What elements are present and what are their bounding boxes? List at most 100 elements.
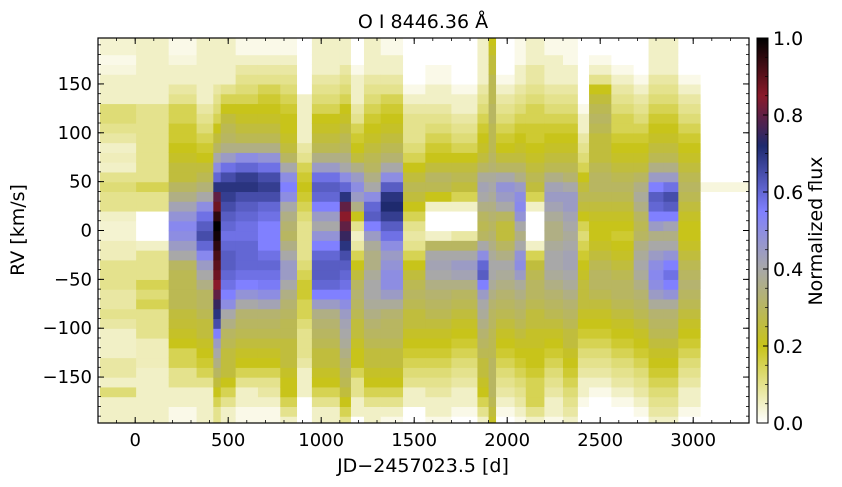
heatmap-cell — [496, 250, 516, 261]
heatmap-cell — [280, 367, 298, 378]
heatmap-cell — [220, 201, 237, 212]
heatmap-cell — [589, 396, 612, 407]
heatmap-cell — [488, 406, 497, 417]
heatmap-cell — [563, 181, 579, 193]
heatmap-cell — [363, 74, 382, 85]
heatmap-cell — [451, 181, 479, 193]
heatmap-cell — [213, 386, 222, 398]
heatmap-cell — [280, 123, 298, 134]
heatmap-cell — [350, 308, 365, 320]
heatmap-cell — [257, 386, 281, 398]
heatmap-cell — [611, 269, 635, 280]
heatmap-cell — [403, 308, 426, 320]
heatmap-cell — [136, 83, 170, 95]
heatmap-cell — [363, 259, 382, 271]
heatmap-cell — [220, 132, 237, 144]
heatmap-cell — [663, 240, 679, 251]
heatmap-cell — [577, 318, 590, 329]
heatmap-cell — [380, 308, 404, 320]
heatmap-cell — [196, 230, 214, 241]
heatmap-cell — [350, 347, 365, 359]
heatmap-cell — [633, 298, 650, 310]
heatmap-cell — [280, 298, 298, 310]
heatmap-cell — [403, 123, 426, 134]
heatmap-cell — [257, 210, 281, 222]
heatmap-cell — [350, 367, 365, 378]
heatmap-cell — [350, 416, 365, 423]
heatmap-cell — [514, 152, 527, 163]
heatmap-cell — [700, 377, 749, 388]
x-tick-label: 1500 — [391, 430, 437, 451]
heatmap-cell — [136, 308, 170, 320]
heatmap-cell — [544, 367, 564, 378]
heatmap-cell — [168, 181, 198, 193]
heatmap-cell — [350, 38, 365, 46]
heatmap-cell — [363, 201, 382, 212]
heatmap-cell — [403, 74, 426, 85]
heatmap-cell — [213, 171, 222, 183]
heatmap-cell — [350, 318, 365, 329]
heatmap-cell — [235, 210, 259, 222]
heatmap-cell — [168, 83, 198, 95]
heatmap-cell — [678, 142, 702, 153]
heatmap-cell — [488, 191, 497, 202]
heatmap-cell — [496, 377, 516, 388]
heatmap-cell — [525, 103, 545, 114]
heatmap-cell — [477, 181, 490, 193]
heatmap-cell — [525, 201, 545, 212]
heatmap-cell — [235, 132, 259, 144]
heatmap-cell — [525, 367, 545, 378]
heatmap-cell — [168, 142, 198, 153]
heatmap-cell — [280, 289, 298, 300]
heatmap-cell — [563, 152, 579, 163]
heatmap-cell — [350, 201, 365, 212]
heatmap-cell — [477, 250, 490, 261]
heatmap-cell — [451, 74, 479, 85]
heatmap-cell — [648, 347, 665, 359]
heatmap-cell — [488, 210, 497, 222]
heatmap-cell — [136, 279, 170, 290]
heatmap-cell — [297, 142, 313, 153]
heatmap-cell — [477, 220, 490, 232]
heatmap-cell — [514, 406, 527, 417]
heatmap-cell — [99, 171, 137, 183]
heatmap-cell — [280, 201, 298, 212]
heatmap-cell — [380, 171, 404, 183]
heatmap-cell — [297, 367, 313, 378]
heatmap-cell — [514, 113, 527, 124]
heatmap-cell — [488, 250, 497, 261]
heatmap-cell — [280, 74, 298, 85]
y-tick-label: −150 — [43, 367, 92, 388]
heatmap-cell — [363, 113, 382, 124]
heatmap-cell — [350, 337, 365, 349]
heatmap-cell — [488, 259, 497, 271]
heatmap-cell — [235, 123, 259, 134]
heatmap-cell — [648, 328, 665, 339]
heatmap-cell — [514, 93, 527, 105]
heatmap-cell — [99, 328, 137, 339]
heatmap-cell — [297, 396, 313, 407]
heatmap-cell — [196, 64, 214, 75]
heatmap-cell — [451, 328, 479, 339]
heatmap-cell — [525, 318, 545, 329]
heatmap-cell — [663, 44, 679, 56]
heatmap-cell — [514, 74, 527, 85]
heatmap-cell — [700, 416, 749, 423]
heatmap-cell — [514, 289, 527, 300]
heatmap-cell — [451, 38, 479, 46]
heatmap-cell — [99, 259, 137, 271]
heatmap-cell — [514, 347, 527, 359]
heatmap-cell — [403, 201, 426, 212]
heatmap-cell — [700, 162, 749, 173]
heatmap-cell — [235, 113, 259, 124]
heatmap-cell — [168, 93, 198, 105]
heatmap-cell — [257, 318, 281, 329]
y-axis-label: RV [km/s] — [7, 184, 29, 276]
heatmap-cell — [451, 298, 479, 310]
heatmap-cell — [611, 201, 635, 212]
heatmap-cell — [451, 289, 479, 300]
heatmap-cell — [678, 347, 702, 359]
heatmap-cell — [99, 279, 137, 290]
heatmap-cell — [280, 386, 298, 398]
heatmap-cell — [663, 396, 679, 407]
